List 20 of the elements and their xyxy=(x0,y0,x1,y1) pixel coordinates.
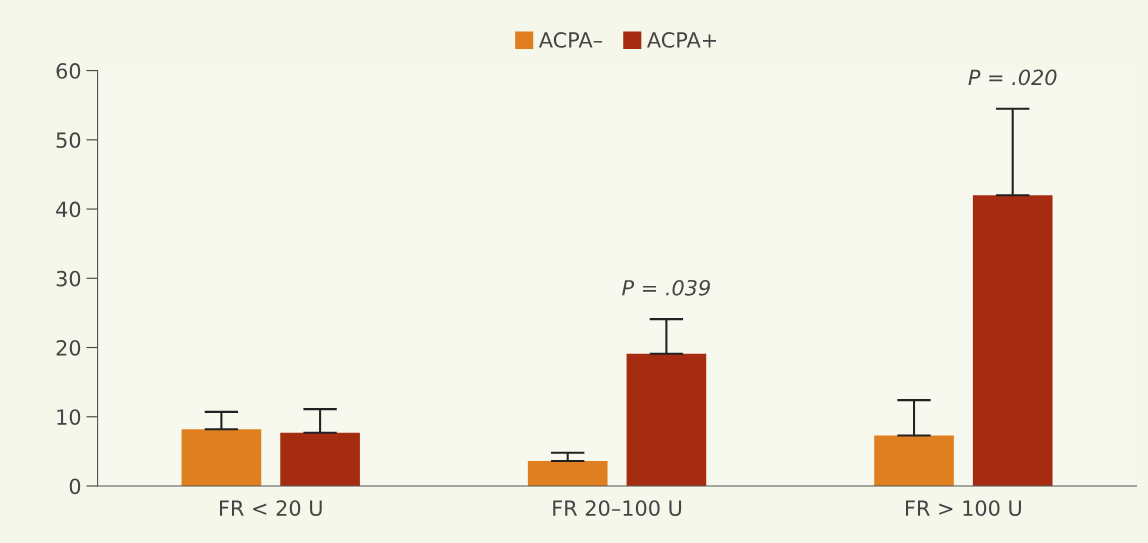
annotation: P = .020 xyxy=(968,69,1057,86)
bar xyxy=(972,195,1053,486)
bar xyxy=(626,353,707,486)
x-tick-label: FR < 20 U xyxy=(220,500,322,516)
bar xyxy=(874,435,954,486)
x-tick-label: FR 20–100 U xyxy=(553,500,682,516)
y-tick-label: 30 xyxy=(56,270,81,287)
bar xyxy=(280,432,360,486)
y-tick-label: 50 xyxy=(56,132,81,149)
y-tick-label: 10 xyxy=(57,409,81,425)
y-tick-label: 20 xyxy=(56,339,81,356)
y-tick-label: 0 xyxy=(69,478,81,495)
x-tick-label: FR > 100 U xyxy=(906,500,1021,516)
legend-label: ACPA+ xyxy=(647,32,717,48)
bar xyxy=(181,429,262,486)
bar xyxy=(527,461,608,486)
legend-label: ACPA– xyxy=(538,32,603,48)
y-tick-label: 40 xyxy=(56,201,81,218)
annotation: P = .039 xyxy=(622,279,710,296)
y-tick-label: 60 xyxy=(56,63,81,79)
